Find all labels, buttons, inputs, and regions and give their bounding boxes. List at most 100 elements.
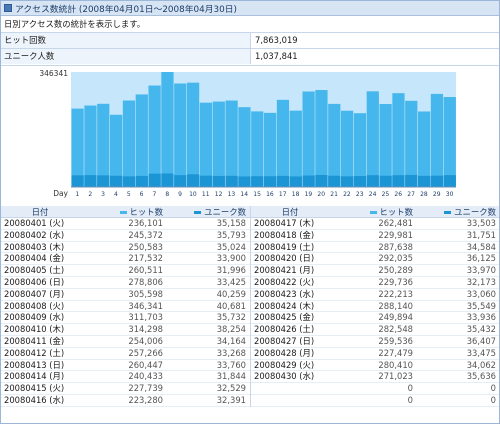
unique-bar (405, 174, 418, 187)
hits-bar (430, 93, 444, 187)
x-tick-label: 26 (394, 191, 402, 198)
table-row: 20080415 (火) 227,739 32,529 (1, 383, 250, 395)
unique-bar (276, 175, 290, 187)
table-row: 20080420 (日) 292,035 36,125 (251, 253, 499, 266)
table-row: 20080410 (木) 314,298 38,254 (1, 324, 250, 336)
date-cell: 20080417 (木) (254, 218, 315, 228)
unique-header: ユニーク数 (415, 206, 499, 217)
hits-cell: 223,280 (128, 394, 163, 405)
x-tick-label: 1 (76, 191, 80, 198)
table-row: 20080402 (水) 245,372 35,793 (1, 230, 250, 242)
date-cell: 20080420 (日) (254, 253, 315, 264)
unique-cell: 33,475 (466, 347, 496, 358)
date-cell: 20080403 (木) (4, 241, 65, 252)
hits-bar (379, 104, 392, 187)
hits-bar (71, 108, 84, 187)
unique-cell: 34,584 (466, 241, 496, 252)
hits-bar (353, 113, 367, 187)
hits-bar (161, 72, 174, 187)
hits-cell: 305,598 (128, 288, 163, 299)
x-tick-label: 17 (279, 191, 287, 198)
x-tick-label: 30 (446, 191, 454, 198)
hits-cell: 260,447 (128, 359, 163, 370)
hits-header-label: ヒット数 (379, 207, 414, 217)
x-tick-label: 24 (369, 191, 377, 198)
unique-cell: 34,164 (216, 335, 246, 346)
date-cell: 20080426 (土) (254, 324, 315, 335)
date-cell: 20080428 (月) (254, 347, 315, 358)
hits-cell: 314,298 (128, 324, 163, 335)
unique-bar (97, 175, 110, 187)
date-cell: 20080411 (金) (4, 335, 65, 346)
x-tick-label: 28 (420, 191, 428, 198)
hits-bar (187, 82, 200, 187)
unique-cell: 32,391 (216, 394, 246, 405)
x-tick-label: 29 (433, 191, 441, 198)
table-header: 日付 ヒット数 ユニーク数 (251, 206, 499, 218)
x-tick-label: 5 (127, 191, 131, 198)
hits-bar (289, 110, 302, 187)
unique-bar (251, 176, 264, 187)
x-tick-label: 3 (101, 191, 105, 198)
table-row: 20080428 (月) 227,479 33,475 (251, 348, 499, 360)
hits-cell: 271,023 (378, 371, 413, 382)
hits-bar (264, 112, 277, 187)
x-tick-label: 9 (178, 191, 182, 198)
y-axis-max-label: 346341 (39, 69, 68, 78)
unique-cell: 40,259 (216, 288, 246, 299)
unique-header-label: ユニーク数 (454, 207, 496, 217)
hits-cell: 222,213 (378, 288, 413, 299)
unique-cell: 33,060 (466, 288, 496, 299)
date-cell: 20080402 (水) (4, 229, 65, 240)
date-header: 日付 (281, 207, 299, 217)
date-cell: 20080415 (火) (4, 383, 65, 394)
hits-bar (238, 107, 251, 187)
hits-bar (199, 102, 213, 187)
x-tick-label: 16 (266, 191, 274, 198)
x-tick-label: 4 (114, 191, 118, 198)
x-tick-label: 13 (228, 191, 236, 198)
unique-cell: 36,407 (466, 335, 496, 346)
hits-cell: 249,894 (378, 312, 413, 323)
unique-total-row: ユニーク人数 1,037,841 (1, 48, 499, 64)
hits-header-label: ヒット数 (129, 207, 164, 217)
table-row: 20080405 (土) 260,511 31,996 (1, 265, 250, 277)
date-cell: 20080416 (水) (4, 394, 65, 405)
unique-swatch (194, 211, 202, 214)
unique-cell: 33,503 (466, 218, 496, 228)
table-row: 20080407 (月) 305,598 40,259 (1, 289, 250, 301)
date-cell: 20080413 (日) (4, 359, 65, 370)
table-row: 20080417 (木) 262,481 33,503 (251, 218, 499, 230)
hits-cell: 259,536 (378, 335, 413, 346)
unique-total-value: 1,037,841 (255, 51, 298, 61)
hits-cell: 250,289 (378, 265, 413, 276)
table-row: 20080430 (水) 271,023 35,636 (251, 371, 499, 384)
hits-header: ヒット数 (329, 206, 415, 217)
unique-bar (110, 175, 123, 187)
x-tick-label: 22 (343, 191, 351, 198)
unique-cell: 31,844 (216, 371, 246, 382)
hits-total-row: ヒット回数 7,863,019 (1, 32, 499, 48)
unique-header: ユニーク数 (165, 206, 249, 217)
hits-cell: 229,736 (378, 276, 413, 287)
hits-bar (110, 114, 123, 187)
hits-cell: 257,266 (128, 347, 163, 358)
table-row: 20080411 (金) 254,006 34,164 (1, 336, 250, 348)
hits-bar (315, 90, 328, 187)
panel-description: 日別アクセス数の統計を表示します。 (4, 19, 146, 29)
x-tick-label: 7 (153, 191, 157, 198)
unique-bar (225, 175, 238, 187)
unique-swatch (444, 211, 452, 214)
unique-bar (418, 175, 431, 187)
hits-bar (135, 94, 148, 187)
unique-cell: 38,254 (216, 324, 246, 335)
table-row: 20080423 (水) 222,213 33,060 (251, 289, 499, 301)
date-cell: 20080422 (火) (254, 276, 315, 287)
table-row: 20080404 (金) 217,532 33,900 (1, 253, 250, 266)
date-cell: 20080414 (月) (4, 371, 65, 382)
hits-cell: 282,548 (378, 324, 413, 335)
x-axis-label: Day (53, 189, 68, 198)
